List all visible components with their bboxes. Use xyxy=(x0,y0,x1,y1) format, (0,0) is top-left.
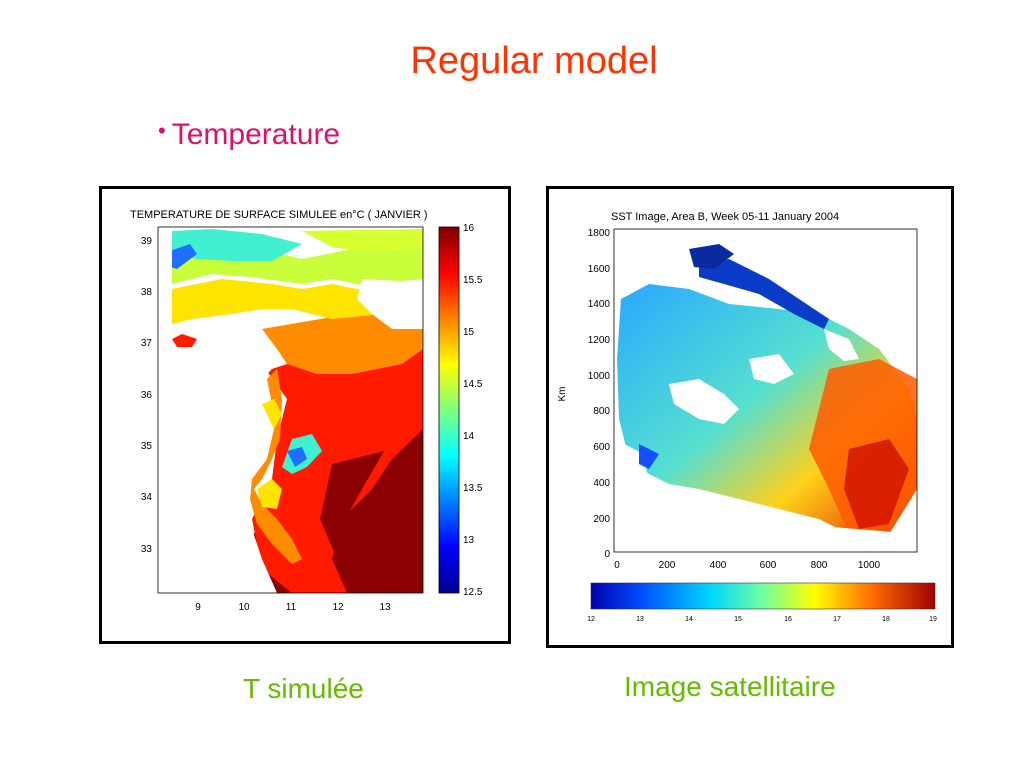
right-y-tick: 1600 xyxy=(588,264,611,275)
right-colorbar-tick: 13 xyxy=(636,616,644,623)
left-colorbar-tick: 13.5 xyxy=(463,483,483,494)
left-colorbar-ticks: 16 15.5 15 14.5 14 13.5 13 12.5 xyxy=(463,223,483,598)
right-colorbar xyxy=(590,582,936,610)
right-y-tick: 400 xyxy=(593,478,610,489)
right-x-tick: 800 xyxy=(811,560,828,571)
right-y-tick: 1200 xyxy=(588,335,611,346)
left-colorbar-tick: 16 xyxy=(463,223,475,234)
left-x-tick: 10 xyxy=(238,602,250,613)
simulated-temperature-figure: TEMPERATURE DE SURFACE SIMULEE en°C ( JA… xyxy=(99,186,511,644)
left-colorbar xyxy=(438,226,460,594)
left-colorbar-tick: 13 xyxy=(463,535,475,546)
bullet-dot: • xyxy=(158,118,166,143)
left-x-ticks: 9 10 11 12 13 xyxy=(195,602,391,613)
left-x-tick: 9 xyxy=(195,602,201,613)
right-colorbar-tick: 15 xyxy=(734,616,742,623)
right-colorbar-tick: 14 xyxy=(685,616,693,623)
right-y-tick: 600 xyxy=(593,442,610,453)
left-x-tick: 12 xyxy=(332,602,344,613)
left-y-tick: 36 xyxy=(141,390,153,401)
right-y-tick: 1000 xyxy=(588,371,611,382)
right-y-ticks: 1800 1600 1400 1200 1000 800 600 400 200… xyxy=(588,228,611,560)
left-y-tick: 39 xyxy=(141,236,153,247)
bullet-text: Temperature xyxy=(171,118,341,151)
satellite-sst-field xyxy=(614,229,917,552)
right-x-tick: 200 xyxy=(659,560,676,571)
sea-temperature-field xyxy=(158,227,423,593)
simulated-temperature-map: TEMPERATURE DE SURFACE SIMULEE en°C ( JA… xyxy=(130,209,483,613)
right-caption: Image satellitaire xyxy=(624,671,836,702)
right-colorbar-tick: 19 xyxy=(929,616,937,623)
left-colorbar-tick: 15 xyxy=(463,327,475,338)
bullet-item: • Temperature xyxy=(158,118,340,152)
left-colorbar-tick: 12.5 xyxy=(463,587,483,598)
right-x-tick: 400 xyxy=(710,560,727,571)
satellite-sst-figure: SST Image, Area B, Week 05-11 January 20… xyxy=(546,186,954,648)
left-y-tick: 38 xyxy=(141,287,153,298)
left-colorbar-tick: 15.5 xyxy=(463,275,483,286)
right-colorbar-tick: 17 xyxy=(833,616,841,623)
right-x-tick: 600 xyxy=(760,560,777,571)
left-y-ticks: 39 38 37 36 35 34 33 xyxy=(141,236,153,555)
left-y-tick: 35 xyxy=(141,441,153,452)
right-y-tick: 1400 xyxy=(588,299,611,310)
right-y-tick: 200 xyxy=(593,514,610,525)
right-colorbar-tick: 16 xyxy=(784,616,792,623)
right-x-tick: 1000 xyxy=(858,560,881,571)
right-colorbar-ticks: 12 13 14 15 16 17 18 19 xyxy=(587,616,937,623)
right-colorbar-tick: 18 xyxy=(882,616,890,623)
left-y-tick: 33 xyxy=(141,544,153,555)
right-y-axis-label: Km xyxy=(557,387,568,402)
right-colorbar-tick: 12 xyxy=(587,616,595,623)
left-figure-title: TEMPERATURE DE SURFACE SIMULEE en°C ( JA… xyxy=(130,209,428,221)
right-figure-title: SST Image, Area B, Week 05-11 January 20… xyxy=(611,211,839,223)
left-y-tick: 37 xyxy=(141,338,153,349)
right-y-tick: 800 xyxy=(593,406,610,417)
left-x-tick: 13 xyxy=(379,602,391,613)
right-y-tick: 1800 xyxy=(588,228,611,239)
left-colorbar-tick: 14.5 xyxy=(463,379,483,390)
left-x-tick: 11 xyxy=(286,602,297,613)
left-y-tick: 34 xyxy=(141,492,153,503)
right-x-ticks: 0 200 400 600 800 1000 xyxy=(614,560,880,571)
right-y-tick: 0 xyxy=(604,549,610,560)
left-colorbar-tick: 14 xyxy=(463,431,475,442)
left-caption: T simulée xyxy=(243,673,364,704)
right-x-tick: 0 xyxy=(614,560,620,571)
satellite-sst-map: SST Image, Area B, Week 05-11 January 20… xyxy=(557,211,937,623)
slide-title: Regular model xyxy=(410,40,658,82)
